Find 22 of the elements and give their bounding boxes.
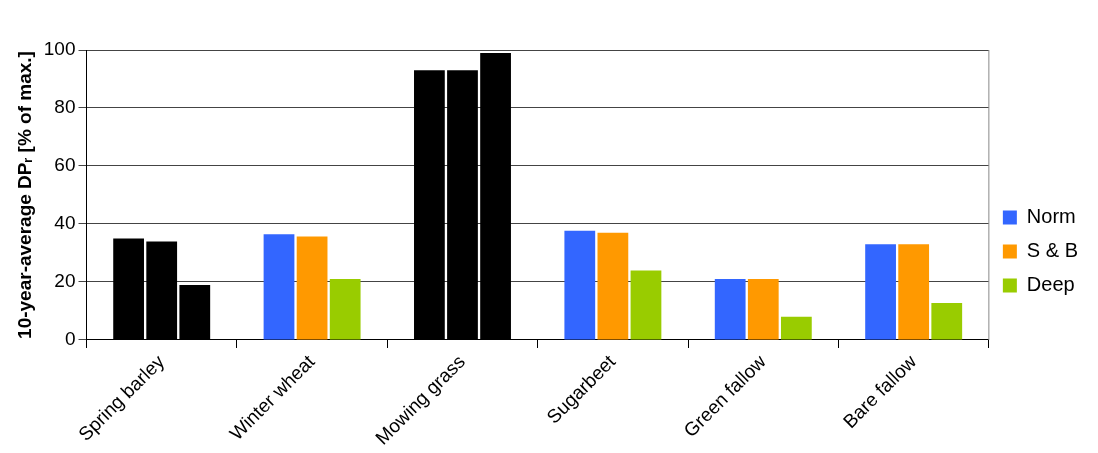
- y-tick-label: 80: [54, 96, 76, 118]
- bar: [865, 244, 896, 340]
- legend-label: Deep: [1026, 273, 1075, 296]
- y-tick-label: 0: [64, 328, 76, 350]
- y-tick-label: 40: [54, 212, 76, 234]
- y-tick-label: 20: [54, 270, 76, 292]
- bar: [597, 232, 629, 340]
- bar: [780, 316, 812, 340]
- bar: [296, 236, 328, 340]
- bar: [931, 302, 963, 340]
- y-axis-title: 10-year-average DPᵣ [% of max.]: [13, 51, 35, 339]
- legend-label: S & B: [1026, 239, 1079, 262]
- bar: [630, 270, 662, 340]
- bar: [898, 244, 930, 340]
- y-tick-label: 100: [43, 38, 76, 60]
- y-tick-label: 60: [54, 154, 76, 176]
- legend-label: Norm: [1026, 205, 1076, 228]
- bar: [714, 279, 746, 340]
- bar: [564, 230, 596, 340]
- bar: [263, 234, 295, 340]
- bar: [329, 279, 361, 340]
- bar: [747, 279, 779, 340]
